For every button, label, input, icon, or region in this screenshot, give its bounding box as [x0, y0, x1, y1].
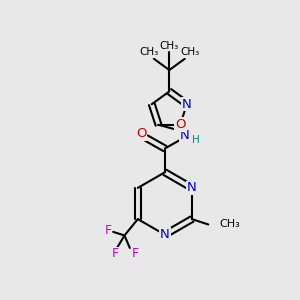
Text: O: O — [136, 127, 146, 140]
Text: N: N — [160, 228, 170, 241]
Text: CH₃: CH₃ — [160, 41, 179, 51]
Text: F: F — [132, 248, 139, 260]
Text: F: F — [104, 224, 111, 237]
Text: H: H — [192, 135, 200, 145]
Text: O: O — [175, 118, 185, 131]
Text: CH₃: CH₃ — [181, 47, 200, 57]
Text: CH₃: CH₃ — [139, 47, 158, 57]
Text: F: F — [112, 248, 119, 260]
Text: CH₃: CH₃ — [220, 220, 240, 230]
Text: N: N — [182, 98, 192, 111]
Text: N: N — [187, 182, 197, 194]
Text: N: N — [179, 129, 189, 142]
